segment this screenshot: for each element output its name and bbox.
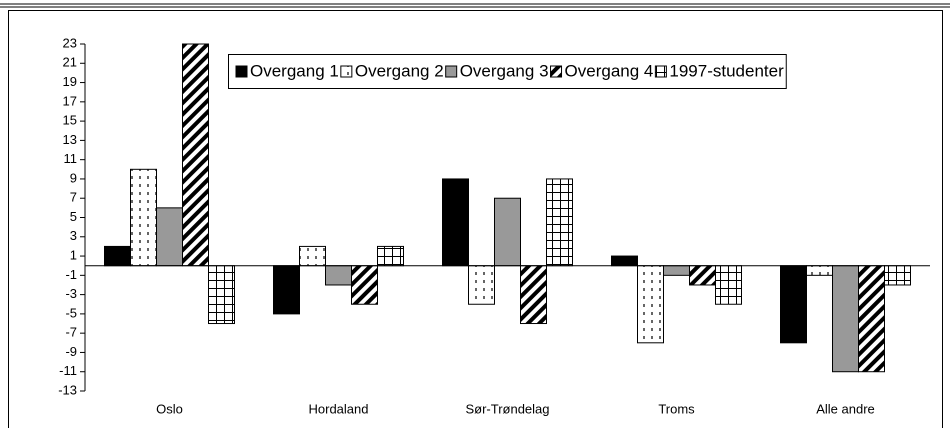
legend-label: Overgang 4 bbox=[565, 61, 654, 80]
y-tick-label: 17 bbox=[63, 93, 77, 108]
y-tick-label: 15 bbox=[63, 113, 77, 128]
bar bbox=[156, 207, 183, 267]
bar bbox=[520, 265, 547, 325]
legend-label: Overgang 1 bbox=[250, 61, 339, 80]
bar bbox=[351, 265, 378, 305]
bar bbox=[546, 178, 573, 267]
y-tick-label: -3 bbox=[65, 286, 77, 301]
legend-label: 1997-studenter bbox=[669, 61, 784, 80]
y-tick-label: 21 bbox=[63, 55, 77, 70]
y-tick-label: 5 bbox=[70, 209, 77, 224]
legend-label: Overgang 2 bbox=[355, 61, 444, 80]
bar bbox=[208, 265, 235, 325]
legend-swatch bbox=[654, 65, 667, 78]
bar bbox=[884, 265, 911, 286]
y-tick-label: 9 bbox=[70, 170, 77, 185]
x-tick-label: Alle andre bbox=[816, 401, 875, 416]
bar bbox=[299, 245, 326, 267]
bar bbox=[715, 265, 742, 305]
bar bbox=[442, 178, 469, 267]
bar bbox=[832, 265, 859, 373]
bar bbox=[806, 265, 833, 276]
bar bbox=[611, 255, 638, 267]
y-tick-label: -11 bbox=[59, 363, 77, 378]
y-tick-label: 13 bbox=[63, 132, 77, 147]
legend-swatch bbox=[445, 65, 458, 78]
bar bbox=[689, 265, 716, 286]
y-tick-label: -7 bbox=[65, 325, 77, 340]
legend-swatch bbox=[550, 65, 563, 78]
legend bbox=[228, 54, 787, 89]
bar bbox=[182, 43, 209, 267]
y-tick-label: 1 bbox=[70, 247, 77, 262]
y-tick-label: 3 bbox=[70, 228, 77, 243]
y-tick-label: 19 bbox=[63, 74, 77, 89]
y-tick-label: 23 bbox=[63, 35, 77, 50]
bar bbox=[377, 245, 404, 267]
y-tick-label: -9 bbox=[65, 344, 77, 359]
bar bbox=[130, 168, 157, 267]
bar bbox=[325, 265, 352, 286]
legend-swatch bbox=[340, 65, 353, 78]
frame bbox=[8, 10, 943, 428]
bar bbox=[494, 197, 521, 267]
y-tick-label: 11 bbox=[64, 151, 78, 166]
legend-label: Overgang 3 bbox=[460, 61, 549, 80]
y-tick-label: -1 bbox=[65, 267, 77, 282]
bar bbox=[663, 265, 690, 276]
bar bbox=[637, 265, 664, 344]
legend-swatch bbox=[235, 65, 248, 78]
x-tick-label: Oslo bbox=[156, 401, 183, 416]
bar bbox=[468, 265, 495, 305]
bar bbox=[858, 265, 885, 373]
bar bbox=[780, 265, 807, 344]
x-tick-label: Sør-Trøndelag bbox=[465, 401, 549, 416]
bar bbox=[273, 265, 300, 315]
y-tick-label: -5 bbox=[65, 305, 77, 320]
bar bbox=[104, 245, 131, 267]
y-tick-label: -13 bbox=[58, 382, 77, 397]
x-tick-label: Hordaland bbox=[309, 401, 369, 416]
x-tick-label: Troms bbox=[658, 401, 695, 416]
y-tick-label: 7 bbox=[70, 190, 77, 205]
